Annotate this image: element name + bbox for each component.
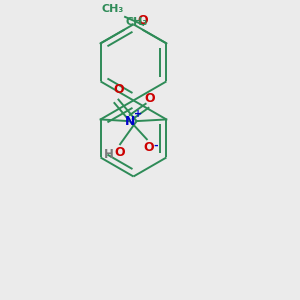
Text: O: O	[143, 141, 154, 154]
Text: O: O	[115, 146, 125, 159]
Text: O: O	[113, 83, 124, 96]
Text: -: -	[154, 141, 158, 151]
Text: H: H	[103, 148, 113, 160]
Text: N: N	[125, 115, 136, 128]
Text: +: +	[134, 109, 142, 119]
Text: CH₃: CH₃	[125, 17, 148, 28]
Text: CH₃: CH₃	[101, 4, 123, 14]
Text: O: O	[137, 14, 148, 28]
Text: O: O	[145, 92, 155, 105]
